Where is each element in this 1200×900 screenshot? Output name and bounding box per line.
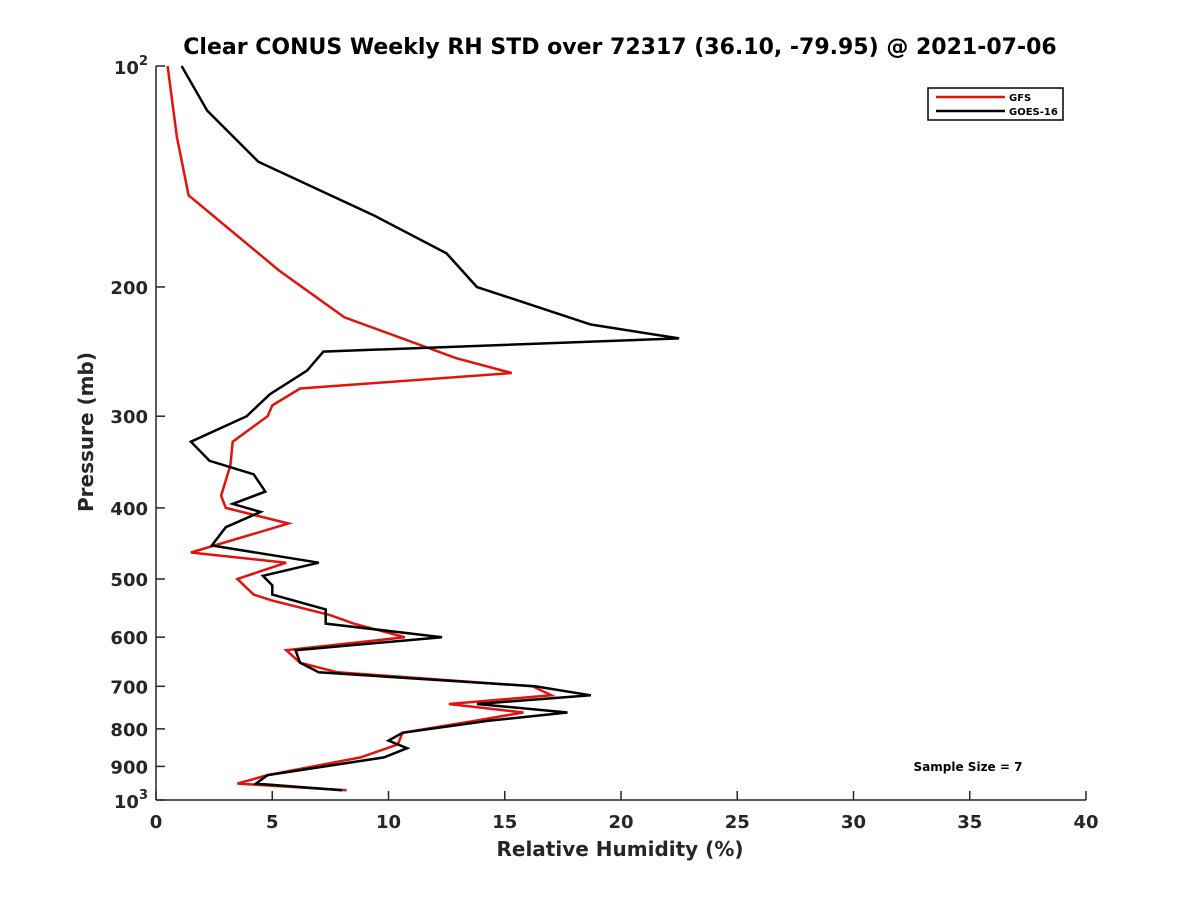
- x-tick-label: 10: [376, 812, 401, 833]
- legend-label-goes-16: GOES-16: [1009, 107, 1058, 118]
- x-tick-label: 20: [608, 812, 633, 833]
- x-tick-label: 15: [492, 812, 517, 833]
- legend-box: [927, 87, 1064, 121]
- plot-lines: [166, 65, 680, 792]
- y-tick-label: 900: [110, 757, 148, 778]
- x-axis-label: Relative Humidity (%): [496, 837, 743, 861]
- sample-size-annotation: Sample Size = 7: [914, 760, 1023, 774]
- x-tick-label: 35: [957, 812, 982, 833]
- y-tick-label: 500: [110, 570, 148, 591]
- y-tick-label: 200: [110, 278, 148, 299]
- x-tick-label: 30: [841, 812, 866, 833]
- legend-label-gfs: GFS: [1009, 93, 1031, 104]
- x-tick-label: 5: [266, 812, 279, 833]
- axes: 0 5 10 15 20 25 30 35 40 102 200 300 400 500 600 700 800…: [110, 54, 1098, 833]
- y-tick-label: 800: [110, 720, 148, 741]
- x-tick-label: 40: [1073, 812, 1098, 833]
- y-tick-label: 700: [110, 677, 148, 698]
- series-line-goes-16: [180, 65, 680, 792]
- y-tick-label: 102: [114, 54, 148, 79]
- y-axis-label: Pressure (mb): [74, 352, 98, 512]
- y-tick-label: 103: [114, 788, 148, 813]
- y-tick-label: 600: [110, 628, 148, 649]
- chart-title: Clear CONUS Weekly RH STD over 72317 (36…: [183, 35, 1056, 60]
- y-tick-label: 400: [110, 499, 148, 520]
- y-tick-label: 300: [110, 407, 148, 428]
- x-tick-label: 0: [150, 812, 163, 833]
- legend: GFS GOES-16: [927, 87, 1064, 121]
- series-line-gfs: [166, 65, 556, 792]
- x-tick-label: 25: [725, 812, 750, 833]
